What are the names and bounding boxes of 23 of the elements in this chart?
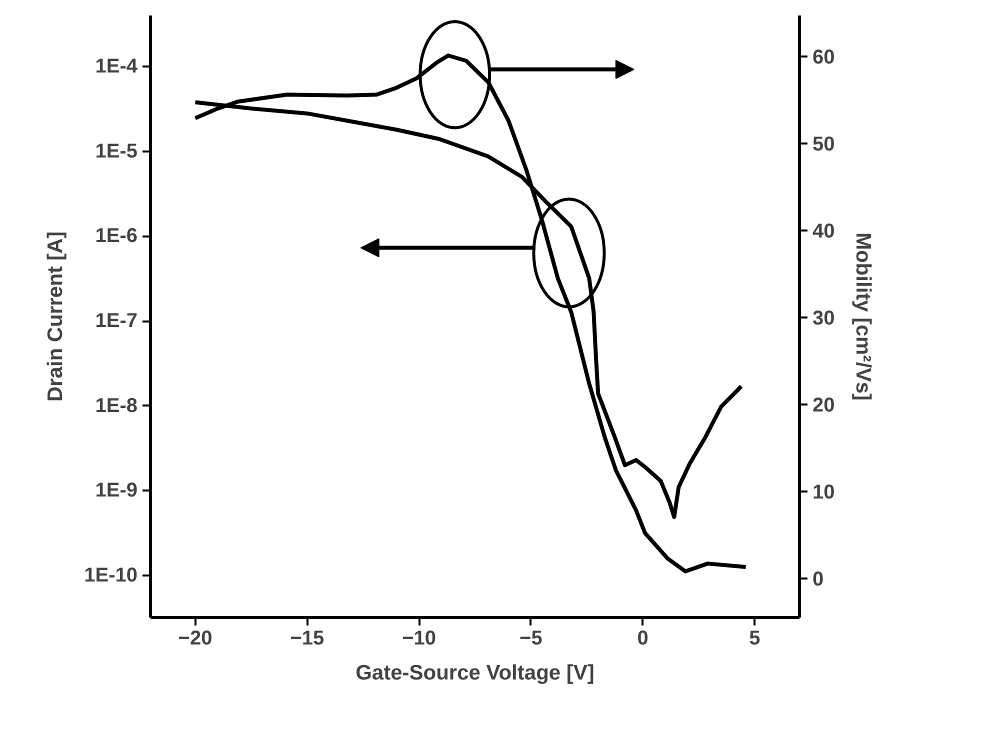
x-tick-label: −5 (520, 628, 542, 650)
x-tick-label: −20 (178, 628, 212, 650)
x-tick-label: −10 (402, 628, 436, 650)
y-tick-label: 1E-7 (95, 310, 138, 332)
x-tick-label: 5 (749, 628, 760, 650)
y-tick-label: 1E-6 (95, 225, 138, 248)
y2-tick-label: 20 (812, 394, 835, 416)
y-axis-title: Drain Current [A] (44, 231, 68, 402)
y2-tick-label: 50 (812, 133, 835, 156)
x-tick-label: 0 (637, 628, 648, 650)
x-tick-label: −15 (290, 628, 324, 650)
x-axis-title: Gate-Source Voltage [V] (356, 662, 594, 684)
y2-tick-label: 10 (812, 481, 835, 504)
y-tick-label: 1E-9 (95, 480, 138, 502)
y-tick-label: 1E-8 (95, 394, 138, 417)
y2-axis-title: Mobility [cm²/Vs] (852, 232, 875, 401)
y2-tick-label: 30 (812, 307, 835, 330)
y-tick-label: 1E-4 (95, 56, 138, 78)
y2-tick-label: 0 (812, 568, 824, 590)
y-tick-label: 1E-10 (84, 564, 138, 587)
y-tick-label: 1E-5 (95, 140, 138, 162)
y2-tick-label: 40 (812, 220, 835, 242)
y2-tick-label: 60 (812, 46, 835, 68)
